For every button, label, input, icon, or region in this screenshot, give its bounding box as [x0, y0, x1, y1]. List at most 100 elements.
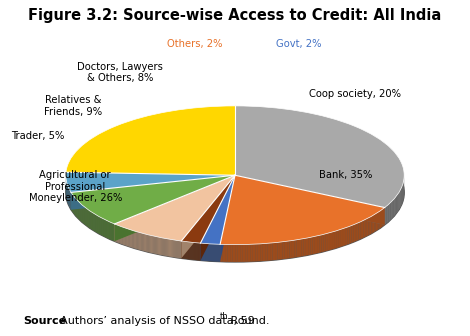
Polygon shape — [373, 215, 374, 233]
Polygon shape — [330, 232, 332, 250]
Polygon shape — [230, 245, 233, 262]
Polygon shape — [384, 208, 385, 226]
Polygon shape — [160, 238, 161, 255]
Polygon shape — [245, 244, 248, 262]
Polygon shape — [118, 225, 119, 243]
Polygon shape — [66, 172, 235, 193]
Polygon shape — [400, 189, 401, 208]
Polygon shape — [81, 204, 82, 222]
Polygon shape — [402, 183, 403, 203]
Polygon shape — [313, 237, 315, 254]
Polygon shape — [161, 238, 162, 255]
Polygon shape — [157, 237, 158, 254]
Polygon shape — [290, 241, 292, 258]
Text: th: th — [220, 312, 228, 321]
Polygon shape — [398, 193, 399, 212]
Polygon shape — [159, 237, 160, 255]
Polygon shape — [176, 240, 177, 258]
Polygon shape — [223, 244, 225, 262]
Polygon shape — [71, 175, 235, 224]
Polygon shape — [392, 199, 394, 218]
Polygon shape — [140, 233, 141, 250]
Polygon shape — [115, 175, 235, 241]
Polygon shape — [131, 230, 132, 248]
Polygon shape — [87, 209, 88, 227]
Text: : Authors’ analysis of NSSO data, 59: : Authors’ analysis of NSSO data, 59 — [53, 316, 255, 326]
Polygon shape — [344, 227, 346, 246]
Polygon shape — [377, 212, 378, 230]
Polygon shape — [71, 175, 235, 210]
Polygon shape — [173, 240, 174, 257]
Polygon shape — [136, 232, 137, 249]
Polygon shape — [220, 175, 235, 262]
Polygon shape — [336, 230, 338, 248]
Text: Source: Source — [24, 316, 67, 326]
Polygon shape — [243, 245, 245, 262]
Polygon shape — [250, 244, 253, 262]
Polygon shape — [88, 210, 89, 228]
Polygon shape — [319, 235, 321, 253]
Polygon shape — [126, 228, 127, 246]
Polygon shape — [164, 238, 165, 256]
Polygon shape — [367, 218, 368, 236]
Polygon shape — [395, 196, 397, 215]
Text: Relatives &
Friends, 9%: Relatives & Friends, 9% — [44, 95, 102, 117]
Polygon shape — [301, 239, 304, 256]
Polygon shape — [374, 214, 376, 232]
Polygon shape — [255, 244, 258, 261]
Polygon shape — [166, 239, 167, 256]
Polygon shape — [143, 234, 144, 251]
Polygon shape — [104, 219, 105, 237]
Polygon shape — [114, 223, 115, 241]
Polygon shape — [287, 241, 290, 259]
Polygon shape — [145, 234, 146, 252]
Polygon shape — [108, 221, 109, 239]
Polygon shape — [357, 223, 359, 241]
Polygon shape — [368, 217, 370, 235]
Polygon shape — [117, 225, 118, 243]
Polygon shape — [128, 229, 129, 247]
Polygon shape — [235, 106, 404, 208]
Polygon shape — [263, 244, 265, 261]
Polygon shape — [338, 229, 340, 248]
Polygon shape — [167, 239, 168, 256]
Polygon shape — [115, 175, 235, 241]
Polygon shape — [89, 210, 90, 228]
Polygon shape — [328, 233, 330, 251]
Polygon shape — [97, 215, 98, 233]
Polygon shape — [380, 210, 381, 228]
Polygon shape — [109, 221, 110, 239]
Polygon shape — [125, 228, 126, 246]
Polygon shape — [181, 175, 235, 243]
Polygon shape — [235, 245, 238, 262]
Polygon shape — [92, 212, 93, 230]
Polygon shape — [201, 175, 235, 260]
Polygon shape — [135, 231, 136, 249]
Polygon shape — [225, 245, 227, 262]
Polygon shape — [170, 239, 171, 257]
Polygon shape — [235, 175, 385, 225]
Polygon shape — [138, 232, 139, 250]
Text: Coop society, 20%: Coop society, 20% — [309, 89, 401, 99]
Polygon shape — [130, 230, 131, 247]
Polygon shape — [85, 208, 86, 225]
Polygon shape — [171, 240, 172, 257]
Polygon shape — [162, 238, 163, 255]
Polygon shape — [177, 240, 178, 258]
Polygon shape — [340, 229, 342, 247]
Polygon shape — [122, 227, 123, 244]
Polygon shape — [364, 219, 365, 238]
Text: Bank, 35%: Bank, 35% — [319, 170, 372, 180]
Polygon shape — [134, 231, 135, 249]
Polygon shape — [265, 243, 268, 261]
Polygon shape — [401, 187, 402, 206]
Polygon shape — [123, 227, 124, 245]
Polygon shape — [154, 236, 155, 254]
Polygon shape — [350, 225, 352, 244]
Polygon shape — [181, 175, 235, 258]
Text: Doctors, Lawyers
& Others, 8%: Doctors, Lawyers & Others, 8% — [77, 62, 163, 83]
Polygon shape — [285, 241, 287, 259]
Polygon shape — [394, 198, 395, 217]
Polygon shape — [201, 175, 235, 260]
Polygon shape — [359, 222, 360, 240]
